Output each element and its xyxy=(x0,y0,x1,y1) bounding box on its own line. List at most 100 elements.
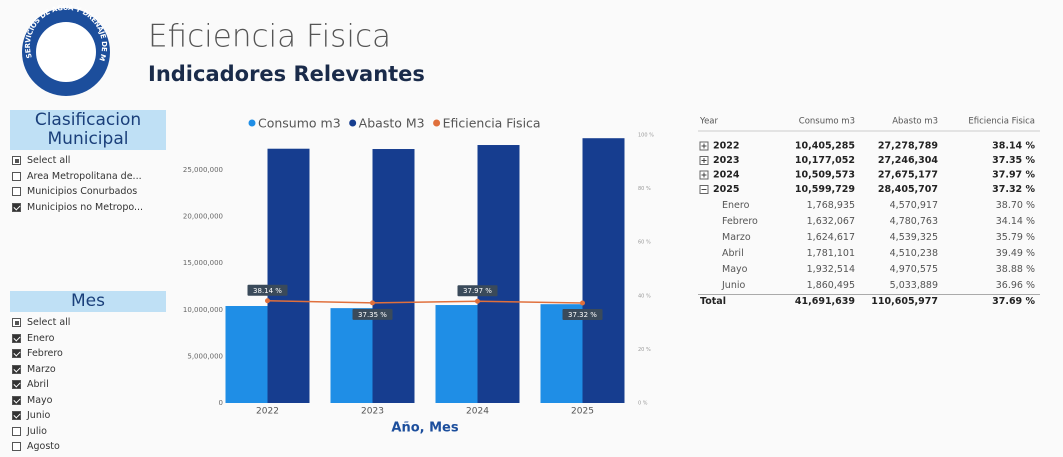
line-marker xyxy=(475,298,480,304)
checkbox[interactable] xyxy=(12,187,21,197)
table-cell: 2024 xyxy=(713,170,740,181)
x-tick-label: 2025 xyxy=(571,407,594,417)
table-cell: 34.14 % xyxy=(996,216,1035,227)
item-label: Abril xyxy=(27,379,49,391)
checkbox[interactable] xyxy=(12,156,21,166)
slicer-item[interactable]: Municipios Conurbados xyxy=(10,184,166,200)
slicer-item[interactable]: Select all xyxy=(10,315,166,331)
slicer-item[interactable]: Junio xyxy=(10,408,166,424)
slicer-item[interactable]: Abril xyxy=(10,377,166,393)
data-label: 38.14 % xyxy=(253,287,282,295)
table-cell: 10,509,573 xyxy=(795,170,855,181)
bar xyxy=(477,145,520,403)
slicer-item[interactable]: Marzo xyxy=(10,362,166,378)
table-cell: 37.69 % xyxy=(992,296,1035,307)
table-cell: 5,033,889 xyxy=(890,280,938,291)
table-cell: 2022 xyxy=(713,141,739,152)
checkbox[interactable] xyxy=(12,364,21,374)
table-cell: Febrero xyxy=(722,216,758,227)
y2-tick-label: 100 % xyxy=(638,133,654,139)
table-cell: Total xyxy=(700,296,726,307)
checkbox[interactable] xyxy=(12,202,21,212)
checkbox[interactable] xyxy=(12,395,21,405)
y2-tick-label: 20 % xyxy=(638,347,651,353)
checkbox[interactable] xyxy=(12,411,21,421)
legend-marker xyxy=(433,119,441,127)
table-cell: 10,405,285 xyxy=(795,141,855,152)
x-tick-label: 2023 xyxy=(361,407,384,417)
table-cell: 10,599,729 xyxy=(795,184,855,195)
bar xyxy=(582,138,625,403)
y-tick-label: 25,000,000 xyxy=(183,166,223,174)
table-cell: 4,510,238 xyxy=(890,248,938,259)
data-label-box xyxy=(562,308,603,320)
y-tick-label: 5,000,000 xyxy=(187,352,223,360)
checkbox[interactable] xyxy=(12,318,21,328)
table-cell: Mayo xyxy=(722,264,748,275)
table-cell: 37.32 % xyxy=(992,184,1035,195)
y-tick-label: 0 xyxy=(219,399,223,407)
bar xyxy=(540,304,583,403)
table-cell: 1,624,617 xyxy=(807,232,855,243)
y-tick-label: 10,000,000 xyxy=(183,306,223,314)
table-cell: 35.79 % xyxy=(996,232,1035,243)
line-marker xyxy=(370,300,375,306)
item-label: Municipios no Metropo... xyxy=(27,201,144,213)
item-label: Area Metropolitana de... xyxy=(27,170,142,182)
checkbox[interactable] xyxy=(12,426,21,436)
slicer: Clasificacion Municipal Select all Area Me… xyxy=(10,110,166,215)
table-cell: 36.96 % xyxy=(996,280,1035,291)
checkbox[interactable] xyxy=(12,171,21,181)
table-cell: 110,605,977 xyxy=(871,296,938,307)
slicer-item[interactable]: Febrero xyxy=(10,346,166,362)
table-header: Eficiencia Fisica xyxy=(968,117,1035,127)
y2-tick-label: 80 % xyxy=(638,186,651,192)
page-title: Eficiencia Fisica xyxy=(148,19,391,55)
item-label: Select all xyxy=(27,155,71,167)
table-cell: 27,278,789 xyxy=(878,141,938,152)
table-header: Year xyxy=(699,117,719,127)
slicer-item[interactable]: Municipios no Metropo... xyxy=(10,200,166,216)
checkbox[interactable] xyxy=(12,333,21,343)
y-tick-label: 15,000,000 xyxy=(183,259,223,267)
y-tick-label: 20,000,000 xyxy=(183,213,223,221)
item-label: Mayo xyxy=(27,394,53,406)
slicer-item[interactable]: Select all xyxy=(10,153,166,169)
data-label: 37.35 % xyxy=(358,311,387,319)
legend-marker xyxy=(349,119,357,127)
table-cell: 10,177,052 xyxy=(795,155,855,166)
slicer-item[interactable]: Agosto xyxy=(10,439,166,455)
item-label: Julio xyxy=(27,425,47,437)
table-cell: 38.88 % xyxy=(996,264,1035,275)
slicer-item[interactable]: Enero xyxy=(10,331,166,347)
x-axis-title: Año, Mes xyxy=(391,421,458,436)
table-cell: 4,970,575 xyxy=(890,264,938,275)
line-marker xyxy=(265,298,270,304)
table-cell: Enero xyxy=(722,200,750,211)
checkbox[interactable] xyxy=(12,442,21,452)
table-cell: Marzo xyxy=(722,232,751,243)
y2-tick-label: 0 % xyxy=(638,401,648,407)
item-label: Agosto xyxy=(27,441,60,453)
checkbox[interactable] xyxy=(12,349,21,359)
slicer-item[interactable]: Julio xyxy=(10,424,166,440)
table-cell: 1,632,067 xyxy=(807,216,855,227)
slicer-item[interactable]: Mayo xyxy=(10,393,166,409)
slicer-item[interactable]: Area Metropolitana de... xyxy=(10,169,166,185)
table-cell: 28,405,707 xyxy=(878,184,938,195)
table-cell: 27,246,304 xyxy=(878,155,938,166)
table-cell: 41,691,639 xyxy=(795,296,855,307)
checkbox[interactable] xyxy=(12,380,21,390)
table-cell: 37.97 % xyxy=(992,170,1035,181)
table-cell: Abril xyxy=(722,248,744,259)
data-label-box xyxy=(457,285,498,297)
line-marker xyxy=(580,300,585,306)
logo-inner xyxy=(36,22,96,82)
table-cell: 37.35 % xyxy=(992,155,1035,166)
data-label-box xyxy=(352,308,393,320)
page-subtitle: Indicadores Relevantes xyxy=(148,62,425,86)
table-cell: 38.70 % xyxy=(996,200,1035,211)
table-header: Consumo m3 xyxy=(799,117,855,127)
table-cell: 27,675,177 xyxy=(878,170,938,181)
item-label: Select all xyxy=(27,317,71,329)
